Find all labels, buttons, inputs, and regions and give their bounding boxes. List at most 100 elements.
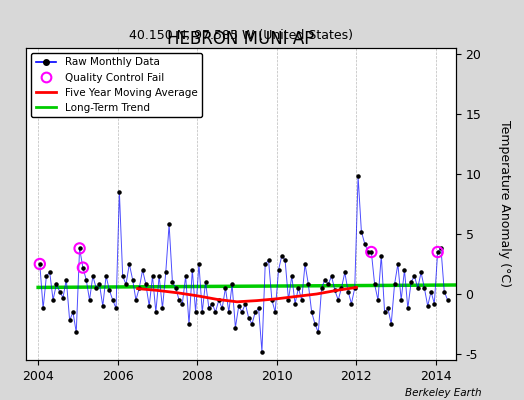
Point (59, 294, 67, 301)
Point (443, 297, 452, 303)
Point (423, 303, 432, 309)
Point (354, 173, 362, 180)
Point (311, 321, 319, 327)
Point (384, 305, 392, 312)
Point (271, 309, 279, 315)
Point (261, 261, 269, 267)
Point (82, 276, 90, 283)
Point (370, 281, 379, 288)
Point (377, 252, 386, 259)
Point (75, 245, 84, 252)
Point (105, 287, 114, 294)
Point (39, 305, 47, 312)
Point (364, 249, 372, 255)
Point (318, 285, 326, 291)
Point (155, 273, 163, 279)
Point (36, 261, 44, 267)
Point (331, 287, 339, 294)
Point (361, 240, 369, 247)
Point (231, 324, 239, 331)
Point (367, 249, 376, 255)
Text: Berkeley Earth: Berkeley Earth (406, 388, 482, 398)
Point (344, 288, 352, 295)
Point (112, 305, 120, 312)
Point (62, 276, 71, 283)
Point (215, 297, 223, 303)
Point (433, 249, 442, 255)
Point (410, 273, 419, 279)
Point (301, 261, 309, 267)
Point (407, 279, 416, 285)
Point (208, 300, 216, 307)
Point (367, 249, 376, 255)
Point (397, 297, 406, 303)
Point (238, 309, 246, 315)
Point (79, 264, 87, 271)
Y-axis label: Temperature Anomaly (°C): Temperature Anomaly (°C) (498, 120, 511, 288)
Point (394, 261, 402, 267)
Point (56, 288, 64, 295)
Title: HEBRON MUNI AP: HEBRON MUNI AP (167, 30, 315, 48)
Point (165, 221, 173, 228)
Point (328, 273, 336, 279)
Point (294, 285, 302, 291)
Point (433, 249, 442, 255)
Point (99, 303, 107, 309)
Point (125, 261, 134, 267)
Point (168, 279, 177, 285)
Point (211, 309, 220, 315)
Point (374, 297, 382, 303)
Point (52, 281, 61, 288)
Point (281, 257, 289, 264)
Point (141, 281, 150, 288)
Point (188, 267, 196, 273)
Point (221, 285, 230, 291)
Point (420, 285, 429, 291)
Point (337, 285, 346, 291)
Point (195, 261, 203, 267)
Point (285, 297, 293, 303)
Point (251, 309, 259, 315)
Point (417, 269, 425, 276)
Point (288, 273, 296, 279)
Point (69, 309, 77, 315)
Point (321, 276, 329, 283)
Point (75, 245, 84, 252)
Point (275, 267, 283, 273)
Point (42, 273, 51, 279)
Point (36, 261, 44, 267)
Point (390, 281, 399, 288)
Point (89, 273, 97, 279)
Point (158, 305, 167, 312)
Point (430, 300, 439, 307)
Point (122, 281, 130, 288)
Point (148, 273, 157, 279)
Point (181, 273, 190, 279)
Text: 40.150 N, 97.585 W (United States): 40.150 N, 97.585 W (United States) (129, 29, 353, 42)
Point (265, 257, 273, 264)
Point (161, 269, 170, 276)
Point (175, 297, 183, 303)
Point (135, 285, 144, 291)
Point (245, 315, 253, 321)
Point (201, 279, 210, 285)
Point (308, 309, 316, 315)
Point (278, 252, 286, 259)
Point (228, 281, 236, 288)
Point (85, 297, 94, 303)
Point (225, 309, 233, 315)
Point (115, 189, 124, 195)
Point (95, 281, 104, 288)
Point (151, 309, 160, 315)
Point (255, 305, 263, 312)
Point (118, 273, 127, 279)
Point (171, 285, 180, 291)
Point (334, 297, 342, 303)
Point (400, 267, 409, 273)
Point (437, 245, 445, 252)
Point (341, 269, 349, 276)
Point (347, 300, 356, 307)
Point (427, 288, 435, 295)
Point (218, 305, 226, 312)
Point (357, 228, 366, 235)
